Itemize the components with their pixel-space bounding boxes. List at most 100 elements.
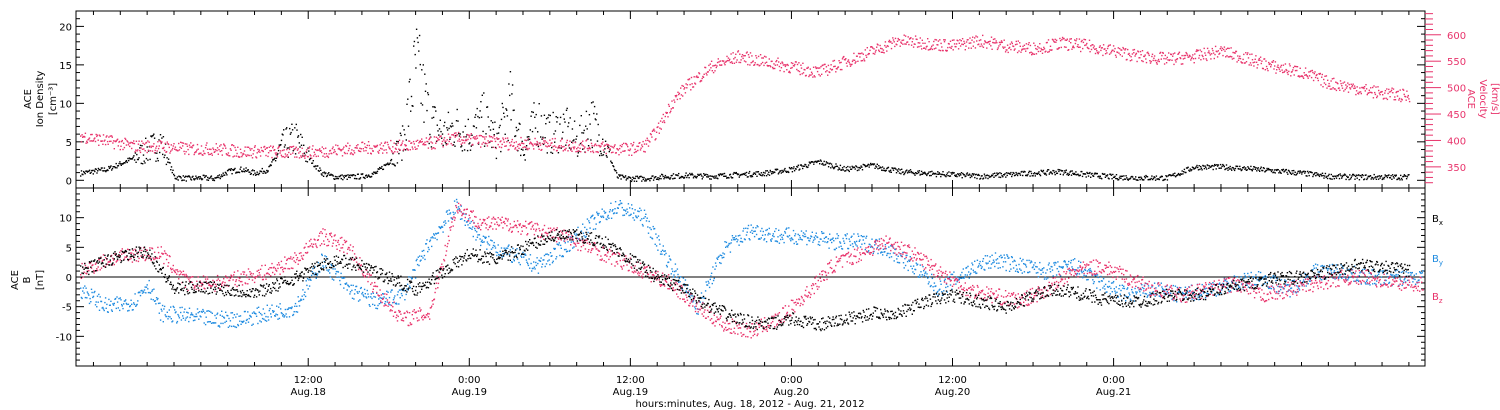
velocity-point xyxy=(969,37,971,39)
velocity-point xyxy=(661,121,664,123)
density-point xyxy=(565,109,568,111)
velocity-point xyxy=(276,156,279,158)
density-point xyxy=(1201,169,1203,171)
density-point xyxy=(568,147,571,149)
velocity-point xyxy=(953,39,955,41)
velocity-point xyxy=(554,137,556,140)
velocity-point xyxy=(418,142,420,144)
velocity-point xyxy=(1142,60,1144,63)
density-point xyxy=(809,162,811,165)
density-point xyxy=(376,172,378,174)
velocity-point xyxy=(599,146,601,148)
by-point xyxy=(549,263,551,266)
velocity-point xyxy=(274,149,276,151)
density-point xyxy=(226,174,228,176)
by-point xyxy=(628,214,630,217)
velocity-point xyxy=(719,64,721,66)
by-point xyxy=(439,226,441,229)
density-point xyxy=(1234,167,1237,170)
by-point xyxy=(129,305,131,308)
by-point xyxy=(224,321,226,324)
velocity-point xyxy=(752,60,754,62)
density-point xyxy=(1321,175,1323,177)
velocity-point xyxy=(80,135,82,137)
by-point xyxy=(592,228,595,230)
density-point xyxy=(125,160,128,162)
velocity-point xyxy=(156,150,158,152)
density-point xyxy=(582,132,585,134)
density-point xyxy=(1065,169,1067,171)
density-point xyxy=(176,176,179,178)
by-point xyxy=(219,326,221,328)
density-point xyxy=(275,157,278,159)
velocity-point xyxy=(1193,62,1195,64)
velocity-point xyxy=(1401,99,1403,101)
velocity-point xyxy=(314,153,316,156)
velocity-point xyxy=(459,136,462,138)
density-point xyxy=(1071,170,1073,172)
velocity-point xyxy=(1143,55,1146,58)
by-point xyxy=(412,269,415,271)
by-point xyxy=(122,307,124,310)
density-point xyxy=(996,172,998,174)
velocity-point xyxy=(328,153,330,155)
density-point xyxy=(603,151,605,153)
density-point xyxy=(757,171,760,173)
density-point xyxy=(222,172,224,174)
by-point xyxy=(678,281,680,283)
velocity-point xyxy=(1223,46,1226,48)
velocity-point xyxy=(82,136,84,138)
density-point xyxy=(676,174,678,176)
velocity-point xyxy=(724,64,726,66)
velocity-point xyxy=(256,152,258,154)
density-point xyxy=(647,178,650,180)
velocity-point xyxy=(505,145,507,147)
velocity-point xyxy=(1255,61,1258,63)
velocity-point xyxy=(1253,61,1256,63)
velocity-point xyxy=(1127,48,1129,51)
by-point xyxy=(206,310,208,312)
velocity-point xyxy=(165,151,168,153)
by-point xyxy=(688,293,691,295)
velocity-point xyxy=(514,148,516,150)
by-point xyxy=(665,252,667,255)
by-point xyxy=(658,239,660,241)
density-point xyxy=(1326,175,1328,178)
density-point xyxy=(949,175,952,177)
velocity-point xyxy=(456,134,458,136)
velocity-point xyxy=(333,149,336,151)
velocity-point xyxy=(1339,80,1342,82)
velocity-point xyxy=(376,145,378,148)
density-point xyxy=(238,171,241,174)
by-point xyxy=(195,313,197,315)
density-point xyxy=(912,171,914,174)
by-point xyxy=(428,248,430,251)
velocity-point xyxy=(902,43,904,45)
density-point xyxy=(611,162,613,164)
density-point xyxy=(1120,177,1122,179)
velocity-point xyxy=(998,41,1001,44)
by-point xyxy=(433,234,436,236)
velocity-point xyxy=(983,43,985,45)
density-point xyxy=(543,114,546,116)
density-point xyxy=(1336,174,1338,177)
velocity-point xyxy=(178,142,180,145)
velocity-point xyxy=(1313,72,1315,75)
velocity-point xyxy=(698,73,701,75)
by-point xyxy=(124,300,126,302)
by-point xyxy=(311,271,313,273)
density-point xyxy=(897,170,899,172)
velocity-point xyxy=(612,151,614,153)
density-point xyxy=(297,135,300,137)
density-point xyxy=(1070,170,1072,172)
velocity-point xyxy=(976,36,979,38)
by-point xyxy=(322,265,324,267)
velocity-point xyxy=(548,145,550,147)
density-point xyxy=(1200,167,1203,169)
velocity-point xyxy=(1051,49,1053,51)
velocity-point xyxy=(739,53,741,55)
by-point xyxy=(474,229,477,232)
by-point xyxy=(486,241,489,243)
velocity-point xyxy=(1068,40,1070,42)
velocity-point xyxy=(595,151,597,153)
